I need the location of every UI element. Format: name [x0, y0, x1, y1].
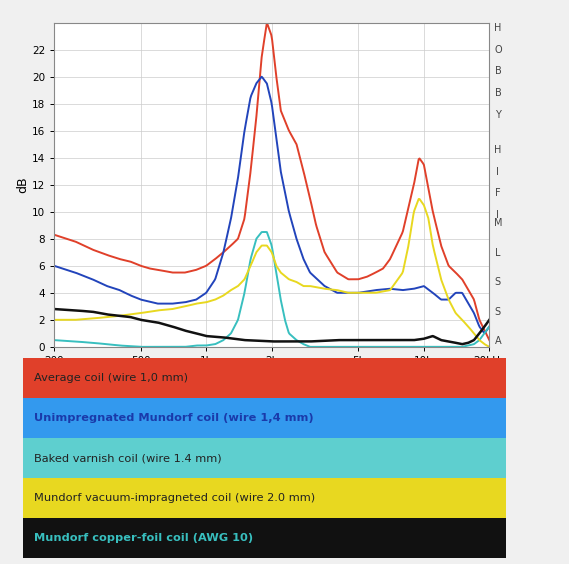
Text: Baked varnish coil (wire 1.4 mm): Baked varnish coil (wire 1.4 mm) — [34, 453, 222, 463]
Text: O: O — [494, 45, 502, 55]
Text: Mundorf vacuum-impragneted coil (wire 2.0 mm): Mundorf vacuum-impragneted coil (wire 2.… — [34, 494, 315, 503]
Text: Mundorf copper-foil coil (AWG 10): Mundorf copper-foil coil (AWG 10) — [34, 534, 253, 543]
Text: Y: Y — [495, 109, 501, 120]
Text: B: B — [494, 88, 501, 98]
Text: M: M — [494, 218, 502, 228]
Text: S: S — [495, 277, 501, 287]
Text: I: I — [496, 167, 500, 177]
Text: A: A — [494, 336, 501, 346]
Text: L: L — [495, 248, 501, 258]
Y-axis label: dB: dB — [16, 177, 29, 193]
Text: Average coil (wire 1,0 mm): Average coil (wire 1,0 mm) — [34, 373, 188, 383]
Text: I: I — [496, 210, 500, 220]
Text: B: B — [494, 67, 501, 76]
Text: H: H — [494, 146, 501, 155]
Text: Unimpregnated Mundorf coil (wire 1,4 mm): Unimpregnated Mundorf coil (wire 1,4 mm) — [34, 413, 314, 423]
Text: F: F — [495, 188, 501, 199]
Text: H: H — [494, 23, 501, 33]
Text: S: S — [495, 307, 501, 317]
